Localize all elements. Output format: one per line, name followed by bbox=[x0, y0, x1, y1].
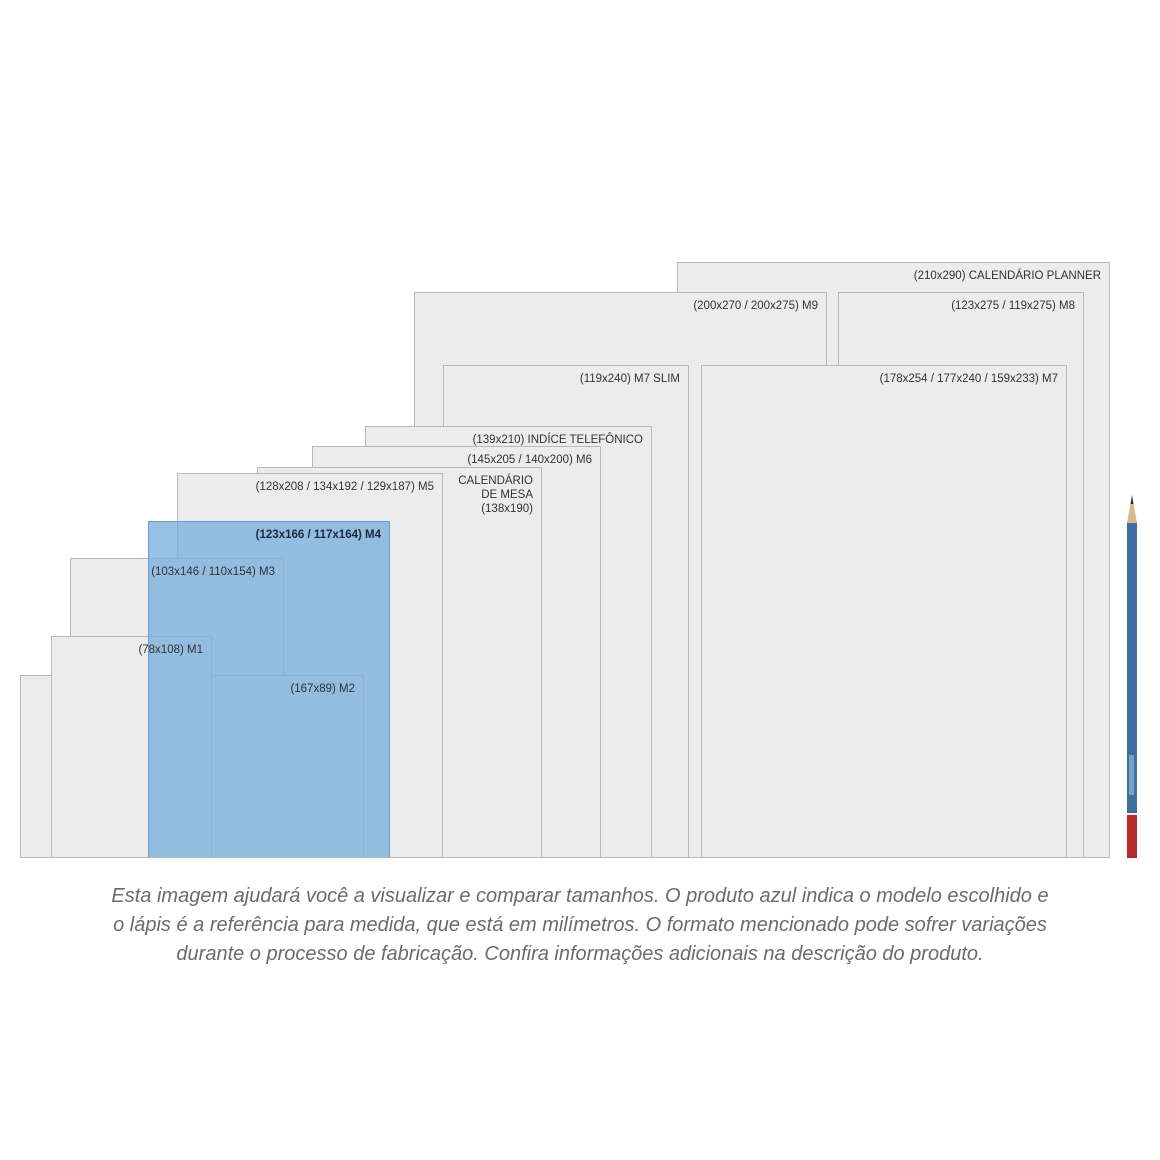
label-m8: (123x275 / 119x275) M8 bbox=[951, 300, 1075, 312]
label-indice: (139x210) INDÍCE TELEFÔNICO bbox=[472, 434, 643, 446]
label-m7-slim: (119x240) M7 SLIM bbox=[579, 373, 680, 385]
label-m9: (200x270 / 200x275) M9 bbox=[693, 300, 818, 312]
label-m2: (167x89) M2 bbox=[290, 683, 355, 695]
label-planner: (210x290) CALENDÁRIO PLANNER bbox=[913, 270, 1101, 282]
label-line: CALENDÁRIO bbox=[458, 475, 533, 487]
label-m1: (78x108) M1 bbox=[138, 644, 203, 656]
label-m5: (128x208 / 134x192 / 129x187) M5 bbox=[255, 481, 434, 493]
pencil-icon bbox=[1127, 495, 1137, 858]
label-calendario-mesa: CALENDÁRIO DE MESA (138x190) bbox=[458, 474, 533, 516]
label-line: (138x190) bbox=[481, 503, 533, 515]
box-m7: (178x254 / 177x240 / 159x233) M7 bbox=[701, 365, 1067, 858]
caption: Esta imagem ajudará você a visualizar e … bbox=[0, 882, 1160, 969]
pencil-end bbox=[1127, 815, 1137, 858]
pencil-body bbox=[1127, 523, 1137, 815]
label-m7: (178x254 / 177x240 / 159x233) M7 bbox=[879, 373, 1058, 385]
baseline bbox=[20, 857, 1110, 858]
pencil-lead bbox=[1130, 495, 1134, 504]
label-m3: (103x146 / 110x154) M3 bbox=[151, 566, 275, 578]
label-m6: (145x205 / 140x200) M6 bbox=[467, 454, 592, 466]
caption-line: o lápis é a referência para medida, que … bbox=[113, 914, 1047, 936]
caption-line: durante o processo de fabricação. Confir… bbox=[176, 943, 984, 965]
box-m4-selected: (123x166 / 117x164) M4 bbox=[148, 521, 390, 858]
pencil-print bbox=[1129, 755, 1134, 795]
pencil-band bbox=[1127, 813, 1137, 815]
caption-line: Esta imagem ajudará você a visualizar e … bbox=[111, 885, 1049, 907]
label-m4: (123x166 / 117x164) M4 bbox=[255, 529, 381, 541]
pencil-tip bbox=[1127, 495, 1137, 523]
label-line: DE MESA bbox=[481, 489, 533, 501]
